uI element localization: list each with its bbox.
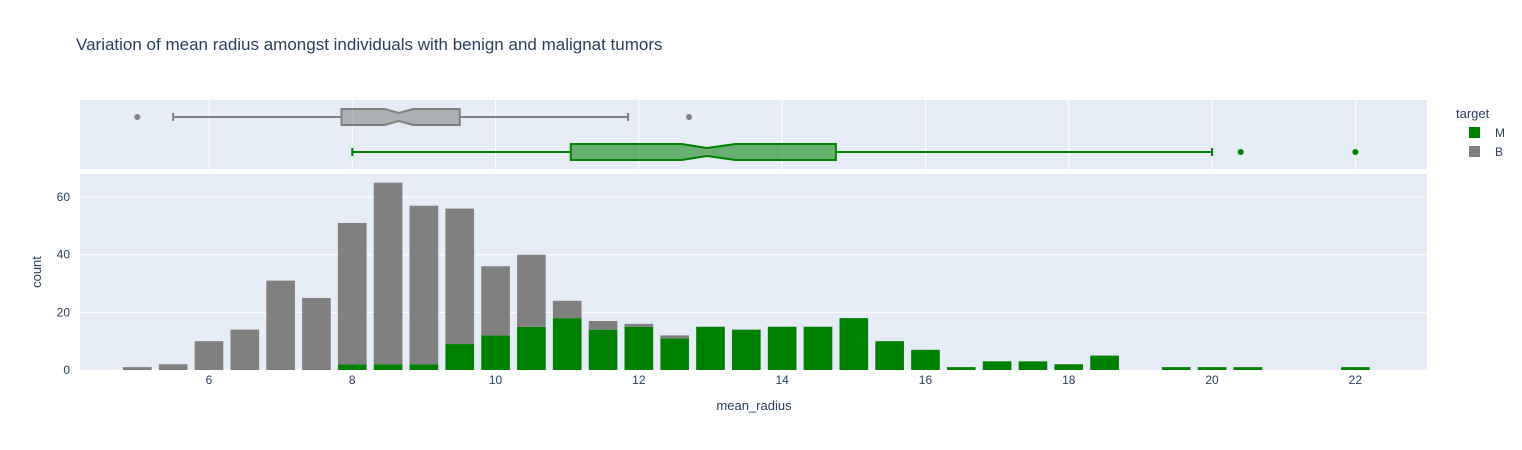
x-tick-label: 20 (1205, 373, 1219, 387)
x-axis-title: mean_radius (716, 398, 792, 413)
y-tick-label: 20 (57, 305, 71, 319)
legend-label-m: M (1495, 126, 1505, 140)
bar-m (517, 326, 546, 370)
bar-b (122, 367, 152, 370)
bar-b (481, 266, 510, 336)
box-m (351, 143, 1359, 161)
x-tick-label: 14 (775, 373, 789, 387)
bar-m (732, 329, 761, 370)
legend-item-b[interactable]: B (1469, 145, 1503, 159)
x-tick-label: 18 (1062, 373, 1076, 387)
legend-swatch-m (1469, 127, 1480, 138)
bar-m (445, 344, 475, 370)
bar-m (660, 338, 690, 370)
bar-b (373, 182, 403, 365)
bar-m (481, 335, 510, 370)
y-axis-title: count (29, 256, 44, 288)
box-b (134, 108, 693, 126)
x-tick-label: 12 (632, 373, 646, 387)
outlier-point (1352, 149, 1359, 155)
bar-b (588, 321, 618, 330)
x-tick-label: 10 (489, 373, 503, 387)
bar-m (696, 326, 725, 370)
bar-m (1090, 355, 1119, 370)
chart-title: Variation of mean radius amongst individ… (76, 35, 663, 54)
outlier-point (1237, 149, 1244, 155)
y-tick-label: 0 (63, 363, 70, 377)
legend-item-m[interactable]: M (1469, 126, 1505, 140)
bar-m (1197, 367, 1227, 370)
bar-m (373, 364, 403, 370)
bar-m (803, 326, 833, 370)
bar-m (1018, 361, 1048, 370)
bar-b (552, 300, 582, 319)
bar-m (588, 329, 618, 370)
bar-m (1054, 364, 1084, 370)
bar-m (1341, 367, 1370, 370)
bar-b (266, 280, 295, 370)
bar-m (982, 361, 1012, 370)
x-tick-label: 22 (1349, 373, 1363, 387)
bar-b (409, 205, 439, 365)
y-tick-label: 40 (57, 248, 71, 262)
x-tick-label: 6 (206, 373, 213, 387)
bar-m (1161, 367, 1191, 370)
bar-b (660, 335, 690, 339)
legend-label-b: B (1495, 145, 1503, 159)
bar-m (337, 364, 367, 370)
bar-m (552, 318, 582, 370)
bar-b (230, 329, 260, 370)
bar-m (624, 326, 654, 370)
bar-m (1233, 367, 1263, 370)
y-tick-label: 60 (57, 190, 71, 204)
outlier-point (134, 114, 141, 120)
legend: target M B (1456, 106, 1505, 159)
bar-b (624, 323, 654, 327)
bar-m (839, 318, 869, 370)
box-body (340, 108, 461, 126)
bar-m (875, 341, 904, 370)
bar-m (946, 367, 976, 370)
bar-m (767, 326, 797, 370)
bar-m (409, 364, 439, 370)
x-tick-label: 16 (919, 373, 933, 387)
bar-b (158, 364, 188, 370)
bar-m (911, 349, 940, 370)
legend-title: target (1456, 106, 1490, 121)
legend-swatch-b (1469, 146, 1480, 157)
x-tick-label: 8 (349, 373, 356, 387)
bar-b (517, 254, 546, 327)
bar-b (194, 341, 224, 370)
bar-b (445, 208, 475, 345)
box-body (569, 143, 837, 161)
bar-b (337, 223, 367, 365)
bar-b (302, 297, 331, 370)
outlier-point (686, 114, 693, 120)
